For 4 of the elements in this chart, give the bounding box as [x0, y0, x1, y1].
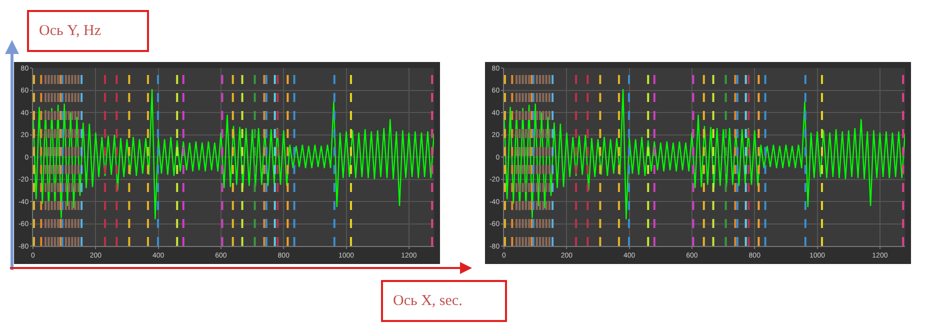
- text: Ось X, sec.: [381, 280, 507, 322]
- text: Ось Y, Hz: [27, 10, 149, 52]
- line-series: [504, 88, 905, 220]
- line-series: [33, 88, 434, 220]
